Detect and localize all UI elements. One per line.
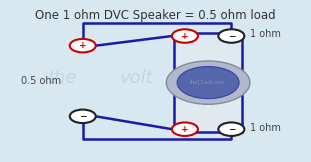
Circle shape [218,122,244,136]
Circle shape [177,67,239,99]
Circle shape [166,61,250,104]
Text: +: + [79,41,86,50]
Text: −: − [79,112,86,121]
Text: +: + [181,125,189,134]
Text: 1 ohm: 1 ohm [250,29,281,39]
Circle shape [172,29,198,43]
Text: One 1 ohm DVC Speaker = 0.5 ohm load: One 1 ohm DVC Speaker = 0.5 ohm load [35,9,276,22]
Text: volt: volt [120,69,154,87]
Circle shape [70,39,96,52]
Text: −: − [228,32,235,40]
Circle shape [70,110,96,123]
Text: the: the [48,69,77,87]
Circle shape [172,122,198,136]
Text: com: com [211,69,249,87]
FancyBboxPatch shape [174,33,242,132]
Text: 1 ohm: 1 ohm [250,123,281,133]
Circle shape [218,29,244,43]
Text: the12volt.com: the12volt.com [190,80,226,85]
Text: 0.5 ohm: 0.5 ohm [21,76,61,86]
Text: +: + [181,32,189,40]
Text: −: − [228,125,235,134]
